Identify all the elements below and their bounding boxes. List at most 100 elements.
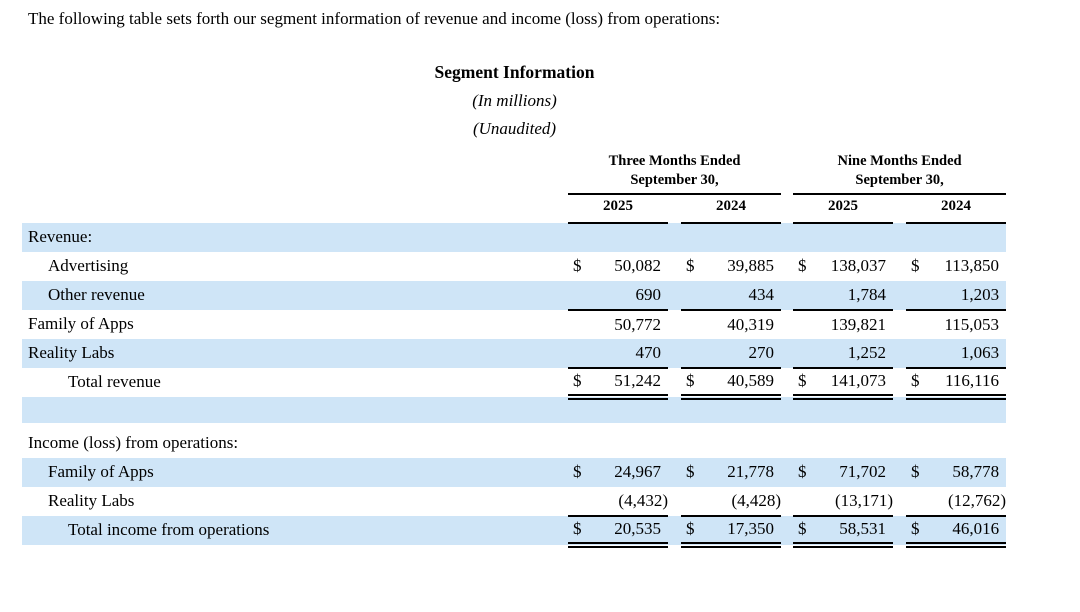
value-wrap: $21,778 [681, 462, 781, 482]
value-text: (4,432) [618, 490, 668, 510]
value-cell: 1,784 [793, 280, 894, 311]
row-label: Total revenue [68, 372, 161, 392]
value-text: 58,778 [952, 462, 1000, 482]
dollar-sign: $ [573, 462, 582, 482]
table-row-reality-labs: Reality Labs 470 270 1,252 1,063 [22, 338, 1007, 369]
value-text: 1,252 [847, 342, 887, 362]
column-spacer [668, 338, 681, 368]
row-label: Other revenue [22, 280, 568, 310]
value-wrap: $58,531 [793, 519, 893, 539]
column-spacer [893, 252, 906, 281]
period-header-nine-months: Nine Months Ended September 30, [793, 152, 1007, 195]
period-header-three-months: Three Months Ended September 30, [568, 152, 782, 195]
value-cell: 50,772 [568, 310, 668, 339]
value-wrap: 270 [681, 343, 781, 363]
value-text: 1,784 [847, 284, 887, 304]
column-spacer [893, 222, 907, 252]
table-row-income-loss-from-operations: Income (loss) from operations: [22, 429, 1006, 458]
table-title: Segment Information [434, 62, 595, 82]
dollar-sign: $ [798, 462, 807, 482]
dollar-sign: $ [686, 371, 695, 391]
column-spacer [668, 252, 681, 281]
value-text: 20,535 [614, 519, 661, 539]
value-cell: $138,037 [793, 252, 893, 281]
value-text: 690 [635, 284, 662, 304]
dollar-sign: $ [686, 519, 695, 539]
row-label: Reality Labs [48, 491, 135, 511]
year-header-2025-q: 2025 [568, 193, 668, 224]
value-text: 434 [748, 284, 775, 304]
column-spacer [781, 457, 794, 487]
column-spacer [893, 487, 906, 516]
value-wrap: (12,762) [906, 491, 1006, 511]
value-cell [906, 429, 1006, 458]
value-cell: (4,432) [568, 486, 668, 517]
value-wrap: 470 [568, 343, 668, 363]
value-cell: (13,171) [793, 486, 894, 517]
header-label-spacer [22, 194, 568, 223]
value-wrap: 1,252 [793, 343, 893, 363]
value-text: 115,053 [944, 314, 1000, 334]
value-wrap: 1,203 [906, 285, 1006, 305]
value-cell [681, 222, 782, 252]
value-text: (12,762) [947, 490, 1007, 510]
value-cell [568, 429, 668, 458]
value-cell: $58,531 [793, 515, 894, 548]
value-text: 17,350 [727, 519, 775, 539]
spacer-cell [22, 396, 1007, 423]
value-wrap: 1,784 [793, 285, 893, 305]
value-cell: $40,589 [681, 367, 782, 400]
value-wrap: (4,432) [568, 491, 668, 511]
value-text: 50,082 [614, 256, 661, 276]
value-text: 270 [748, 342, 775, 362]
dollar-sign: $ [911, 256, 920, 276]
column-spacer [668, 429, 681, 458]
table-row-total-revenue: Total revenue $51,242 $40,589 $141,073 $116,… [22, 367, 1007, 400]
value-wrap: 50,772 [568, 315, 668, 335]
value-text: 39,885 [727, 256, 775, 276]
column-spacer [668, 280, 681, 310]
dollar-sign: $ [911, 519, 920, 539]
value-text: 1,203 [960, 284, 1000, 304]
column-spacer [781, 515, 794, 545]
value-cell: $39,885 [681, 252, 781, 281]
value-cell: $46,016 [906, 515, 1007, 548]
dollar-sign: $ [798, 256, 807, 276]
value-cell: 115,053 [906, 310, 1006, 339]
value-wrap: $58,778 [906, 462, 1006, 482]
column-spacer [781, 429, 793, 458]
column-spacer [893, 280, 907, 310]
units-note: (In millions) [472, 91, 557, 110]
segment-table-body: Revenue: Advertising $50,082 $39,885 $138,03… [22, 222, 1007, 548]
value-cell: (12,762) [906, 486, 1007, 517]
dollar-sign: $ [911, 371, 920, 391]
column-spacer [893, 310, 906, 339]
value-wrap: $39,885 [681, 256, 781, 276]
value-cell: $116,116 [906, 367, 1007, 400]
dollar-sign: $ [798, 519, 807, 539]
column-spacer [893, 338, 907, 368]
column-spacer [781, 280, 794, 310]
value-text: 40,319 [727, 314, 775, 334]
dollar-sign: $ [686, 256, 695, 276]
row-label: Reality Labs [22, 338, 568, 368]
value-cell: $24,967 [568, 457, 668, 487]
value-cell [793, 429, 893, 458]
value-wrap: 40,319 [681, 315, 781, 335]
spacer-cell [22, 422, 1007, 429]
row-label: Advertising [48, 256, 129, 276]
column-spacer [668, 368, 681, 397]
value-text: 141,073 [830, 371, 887, 391]
column-spacer [893, 194, 906, 223]
value-wrap: $40,589 [681, 371, 781, 391]
column-spacer [893, 515, 907, 545]
value-cell: 270 [681, 338, 782, 369]
column-spacer [781, 194, 793, 223]
value-cell: 690 [568, 280, 668, 311]
value-text: 71,702 [839, 462, 887, 482]
value-text: 51,242 [614, 371, 661, 391]
dollar-sign: $ [573, 256, 582, 276]
value-text: 470 [635, 342, 662, 362]
value-cell [906, 222, 1007, 252]
value-cell: 40,319 [681, 310, 781, 339]
